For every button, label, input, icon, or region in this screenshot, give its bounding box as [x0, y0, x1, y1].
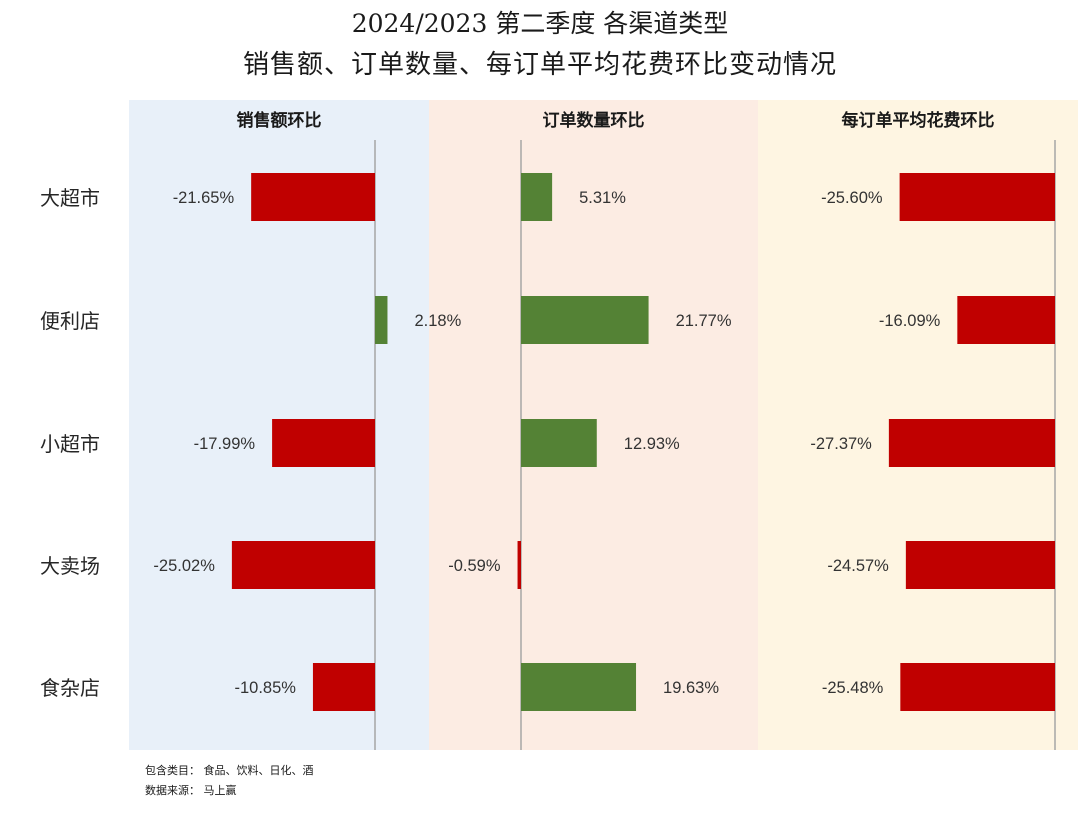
- source-footnote: 数据来源： 马上赢: [145, 784, 237, 797]
- data-label: -25.60%: [821, 189, 883, 207]
- bar-3-1: [899, 173, 1055, 221]
- bar-1-3: [272, 419, 375, 467]
- bar-3-5: [900, 663, 1055, 711]
- bar-1-4: [231, 541, 375, 589]
- category-label: 小超市: [40, 432, 100, 456]
- categories-footnote: 包含类目： 食品、饮料、日化、酒: [145, 764, 314, 777]
- bar-1-5: [312, 663, 375, 711]
- category-label: 食杂店: [40, 676, 100, 700]
- panel-title-2: 订单数量环比: [543, 110, 645, 131]
- data-label: -16.09%: [879, 312, 941, 330]
- data-label: 21.77%: [676, 312, 732, 330]
- bar-2-2: [521, 296, 649, 344]
- data-label: -24.57%: [827, 557, 889, 575]
- data-label: 5.31%: [579, 189, 626, 207]
- data-label: -25.48%: [822, 679, 884, 697]
- data-label: -10.85%: [234, 679, 296, 697]
- data-label: -27.37%: [810, 435, 872, 453]
- data-label: -17.99%: [194, 435, 256, 453]
- bar-1-2: [375, 296, 388, 344]
- bar-3-3: [888, 419, 1055, 467]
- data-label: -25.02%: [153, 557, 215, 575]
- bar-3-4: [905, 541, 1055, 589]
- data-label: 2.18%: [414, 312, 461, 330]
- data-label: 19.63%: [663, 679, 719, 697]
- bar-3-2: [957, 296, 1055, 344]
- category-label: 便利店: [40, 309, 100, 333]
- data-label: -21.65%: [173, 189, 235, 207]
- data-label: 12.93%: [624, 435, 680, 453]
- chart-title-line1: 2024/2023 第二季度 各渠道类型: [351, 9, 729, 38]
- bar-1-1: [251, 173, 375, 221]
- panel-title-1: 销售额环比: [237, 110, 322, 131]
- bar-2-4: [517, 541, 521, 589]
- bar-2-5: [521, 663, 637, 711]
- bar-2-1: [521, 173, 553, 221]
- chart-title-line2: 销售额、订单数量、每订单平均花费环比变动情况: [242, 50, 837, 80]
- category-label: 大卖场: [40, 554, 100, 578]
- data-label: -0.59%: [448, 557, 501, 575]
- panel-title-3: 每订单平均花费环比: [842, 110, 995, 131]
- bar-2-3: [521, 419, 597, 467]
- category-label: 大超市: [40, 186, 100, 210]
